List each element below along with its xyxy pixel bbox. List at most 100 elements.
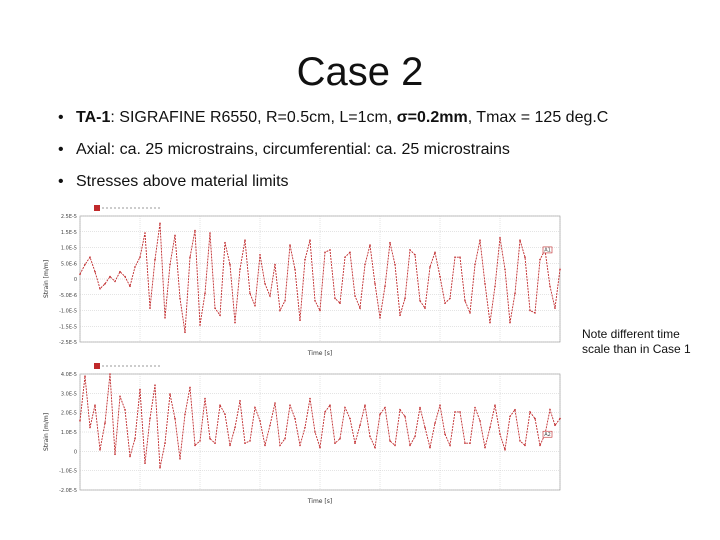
strain-plot-bottom-svg: 4.0E-5 3.0E-5 2.0E-5 1.0E-5 0 -1.0E-5 -2.0E-5 T… (43, 363, 561, 505)
data-point (444, 302, 446, 304)
data-point (559, 268, 561, 271)
data-point (554, 424, 556, 427)
data-point (444, 433, 446, 435)
y-tick-label: 2.5E-5 (61, 214, 77, 220)
data-point (499, 433, 501, 435)
strain-plot-bottom: 4.0E-5 3.0E-5 2.0E-5 1.0E-5 0 -1.0E-5 -2.0E-5 T… (40, 360, 568, 506)
data-point (494, 404, 496, 406)
data-point (334, 442, 336, 444)
data-point (464, 300, 466, 302)
y-tick-label: 4.0E-5 (61, 372, 77, 378)
bullet-text: Stresses above material limits (76, 173, 289, 190)
data-point (524, 256, 526, 258)
data-point (354, 442, 356, 444)
data-point (94, 270, 96, 273)
data-point (474, 263, 476, 266)
data-point (409, 249, 411, 251)
data-point (99, 287, 101, 290)
data-point (474, 406, 476, 409)
data-point (164, 317, 166, 319)
data-point (114, 453, 116, 456)
data-point (179, 458, 181, 460)
data-point (304, 258, 306, 261)
data-point (534, 312, 536, 314)
data-point (539, 258, 541, 261)
data-point (209, 437, 211, 440)
y-tick-label: -1.5E-5 (59, 324, 77, 330)
data-point (369, 244, 371, 246)
data-point (499, 237, 501, 239)
data-point (479, 239, 481, 241)
data-point (509, 415, 511, 418)
y-tick-label: -5.0E-6 (59, 293, 77, 299)
data-point (379, 317, 381, 319)
data-point (514, 408, 516, 411)
data-point (134, 266, 136, 268)
data-point (144, 232, 146, 234)
data-point (284, 437, 286, 440)
data-point (359, 307, 361, 309)
data-point (139, 256, 141, 258)
data-point (289, 404, 291, 406)
data-point (244, 239, 246, 241)
data-point (124, 408, 126, 411)
data-point (344, 406, 346, 409)
data-point (189, 256, 191, 258)
data-point (159, 222, 161, 225)
data-point (459, 256, 461, 258)
data-point (359, 424, 361, 427)
data-point (274, 263, 276, 266)
data-point (254, 304, 256, 307)
data-point (454, 411, 456, 413)
data-point (414, 254, 416, 256)
data-point (334, 297, 336, 300)
data-point (484, 446, 486, 449)
data-point (109, 275, 111, 278)
data-point (204, 397, 206, 400)
data-point (374, 446, 376, 449)
data-point (424, 426, 426, 429)
data-point (374, 283, 376, 285)
bullet-item-stresses: • Stresses above material limits (58, 168, 698, 200)
data-point (89, 426, 91, 429)
bullet-sigma: σ=0.2mm (396, 109, 468, 126)
data-point (234, 321, 236, 324)
data-point (519, 239, 521, 241)
data-point (194, 229, 196, 232)
data-point (224, 413, 226, 415)
data-point (439, 275, 441, 278)
legend-swatch (94, 363, 100, 369)
data-point (249, 440, 251, 442)
data-point (549, 285, 551, 288)
data-point (169, 393, 171, 395)
bullet-part: , Tmax = 125 deg.C (467, 109, 609, 126)
data-point (549, 408, 551, 411)
data-point (449, 297, 451, 300)
data-point (94, 404, 96, 406)
data-point (89, 256, 91, 258)
data-point (389, 440, 391, 442)
bullet-part: : SIGRAFINE R6550, R=0.5cm, L=1cm, (110, 109, 397, 126)
data-point (219, 404, 221, 406)
data-point (504, 449, 506, 451)
data-point (354, 295, 356, 297)
data-point (244, 442, 246, 444)
data-point (214, 442, 216, 444)
data-point (349, 251, 351, 254)
data-point (349, 417, 351, 420)
data-point (289, 244, 291, 246)
x-axis-label: Time [s] (307, 498, 332, 505)
data-point (489, 426, 491, 429)
data-point (84, 375, 86, 377)
data-point (79, 420, 81, 422)
bullet-dot-icon: • (58, 109, 64, 126)
data-point (274, 402, 276, 404)
marker-tag (542, 430, 553, 438)
data-point (404, 415, 406, 418)
data-point (239, 268, 241, 271)
data-point (339, 437, 341, 440)
data-point (109, 373, 111, 375)
bullet-text: TA-1: SIGRAFINE R6550, R=0.5cm, L=1cm, σ… (76, 104, 608, 132)
marker-tag (542, 246, 553, 254)
data-point (459, 411, 461, 413)
